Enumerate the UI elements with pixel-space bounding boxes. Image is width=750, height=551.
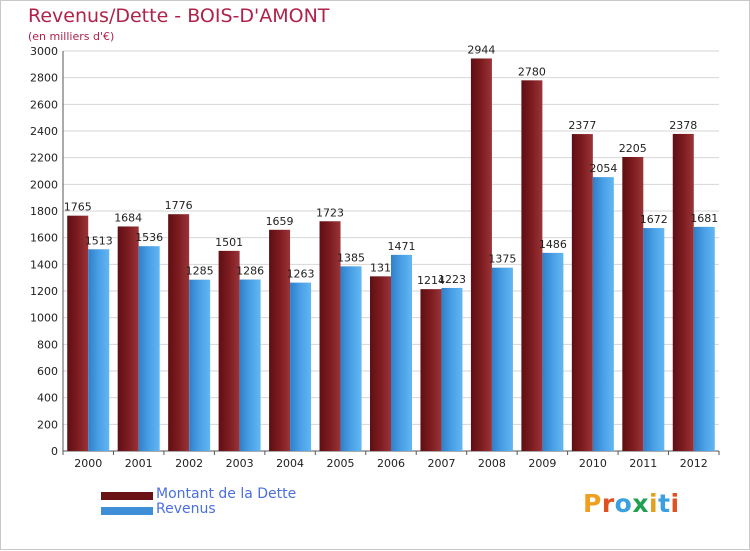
x-tick-label: 2007 (427, 457, 455, 470)
logo-letter: i (649, 489, 659, 518)
dette-value-label: 1723 (316, 206, 344, 219)
y-tick-label: 1600 (30, 232, 58, 245)
x-tick-label: 2009 (528, 457, 556, 470)
dette-bar (470, 58, 492, 451)
revenus-value-label: 1375 (488, 253, 516, 266)
legend-swatch-dette (101, 492, 153, 500)
revenus-value-label: 1681 (690, 212, 718, 225)
dette-bar (117, 226, 139, 451)
x-tick-label: 2005 (327, 457, 355, 470)
y-tick-label: 2400 (30, 125, 58, 138)
dette-bar (168, 214, 190, 451)
dette-bar (521, 80, 543, 451)
y-tick-label: 1000 (30, 312, 58, 325)
dette-bar (370, 276, 391, 451)
logo-letter: P (583, 489, 602, 518)
revenus-value-label: 1223 (438, 273, 466, 286)
revenus-bar (592, 177, 614, 451)
revenus-value-label: 1385 (337, 251, 365, 264)
y-tick-label: 1200 (30, 285, 58, 298)
y-tick-label: 0 (51, 445, 58, 458)
dette-value-label: 2377 (568, 119, 596, 132)
x-tick-label: 2001 (125, 457, 153, 470)
revenus-bar (290, 282, 312, 451)
y-tick-label: 1400 (30, 258, 58, 271)
revenus-value-label: 2054 (589, 162, 617, 175)
dette-value-label: 131 (370, 261, 391, 274)
dette-bar (420, 289, 442, 451)
dette-value-label: 2780 (518, 65, 546, 78)
x-tick-label: 2012 (680, 457, 708, 470)
dette-bar (622, 157, 644, 451)
x-tick-label: 2008 (478, 457, 506, 470)
y-tick-label: 3000 (30, 45, 58, 58)
revenus-value-label: 1263 (287, 268, 315, 281)
y-tick-label: 400 (37, 392, 58, 405)
x-tick-label: 2010 (579, 457, 607, 470)
x-tick-label: 2011 (629, 457, 657, 470)
revenus-bar (88, 249, 110, 451)
dette-value-label: 1765 (64, 201, 92, 214)
y-tick-label: 800 (37, 338, 58, 351)
revenus-bar (441, 287, 463, 451)
revenus-bar (643, 228, 665, 451)
chart-subtitle: (en milliers d'€) (28, 30, 115, 43)
dette-bar (67, 215, 89, 451)
revenus-bar (693, 226, 715, 451)
dette-bar (218, 250, 240, 451)
dette-value-label: 1214 (417, 274, 445, 287)
dette-value-label: 2378 (669, 119, 697, 132)
revenus-bar (542, 252, 564, 451)
chart-title: Revenus/Dette - BOIS-D'AMONT (28, 5, 330, 27)
revenus-value-label: 1471 (388, 240, 416, 253)
x-tick-label: 2003 (226, 457, 254, 470)
legend-swatch-revenus (101, 507, 153, 515)
dette-value-label: 2205 (619, 142, 647, 155)
revenus-value-label: 1486 (539, 238, 567, 251)
revenus-value-label: 1513 (85, 234, 113, 247)
dette-bar (571, 134, 593, 452)
y-tick-label: 2600 (30, 98, 58, 111)
logo-letter: x (632, 489, 649, 518)
dette-value-label: 2944 (467, 43, 495, 56)
y-tick-label: 2000 (30, 178, 58, 191)
y-tick-label: 600 (37, 365, 58, 378)
dette-value-label: 1684 (114, 211, 142, 224)
y-tick-label: 2200 (30, 152, 58, 165)
x-tick-label: 2002 (175, 457, 203, 470)
logo-letter: i (670, 489, 680, 518)
bars (67, 58, 715, 452)
revenus-value-label: 1672 (640, 213, 668, 226)
dette-value-label: 1776 (165, 199, 193, 212)
dette-value-label: 1659 (266, 215, 294, 228)
logo-letter: r (601, 489, 615, 518)
revenus-value-label: 1536 (135, 231, 163, 244)
revenus-bar (391, 254, 412, 451)
y-tick-label: 200 (37, 418, 58, 431)
y-tick-label: 1800 (30, 205, 58, 218)
dette-bar (319, 221, 341, 451)
x-tick-label: 2006 (377, 457, 405, 470)
proxiti-logo: Proxiti (583, 489, 680, 518)
legend-label-dette: Montant de la Dette (156, 486, 297, 502)
revenus-value-label: 1285 (186, 265, 214, 278)
revenus-value-label: 1286 (236, 265, 264, 278)
dette-value-label: 1501 (215, 236, 243, 249)
legend-label-revenus: Revenus (156, 501, 216, 517)
y-tick-label: 2800 (30, 72, 58, 85)
logo-letter: t (658, 489, 671, 518)
revenus-bar (340, 266, 362, 451)
logo-letter: o (614, 489, 633, 518)
revenus-bar (491, 267, 513, 451)
x-tick-label: 2004 (276, 457, 304, 470)
revenus-bar (189, 279, 211, 451)
revenus-bar (239, 279, 261, 451)
dette-bar (269, 229, 291, 451)
dette-bar (672, 133, 694, 451)
revenus-bar (138, 246, 160, 451)
x-tick-label: 2000 (74, 457, 102, 470)
